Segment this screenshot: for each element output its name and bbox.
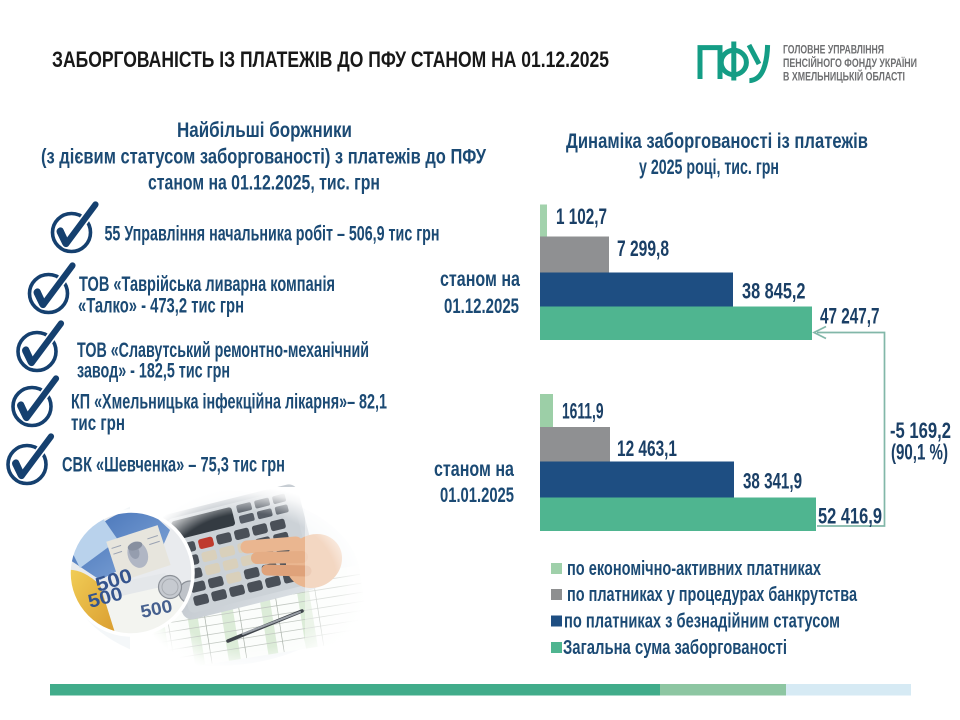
svg-text:тис грн: тис грн: [71, 412, 125, 435]
svg-text:В ХМЕЛЬНИЦЬКІЙ ОБЛАСТІ: В ХМЕЛЬНИЦЬКІЙ ОБЛАСТІ: [783, 70, 905, 83]
svg-text:01.01.2025: 01.01.2025: [440, 484, 514, 507]
svg-text:Найбільші боржники: Найбільші боржники: [177, 119, 352, 142]
svg-text:станом на: станом на: [440, 268, 520, 291]
svg-text:КП «Хмельницька інфекційна лік: КП «Хмельницька інфекційна лікарня»– 82,…: [71, 391, 387, 414]
svg-text:47 247,7: 47 247,7: [820, 304, 880, 329]
svg-text:(90,1 %): (90,1 %): [891, 440, 948, 465]
svg-text:1611,9: 1611,9: [562, 399, 604, 424]
svg-text:станом на: станом на: [434, 458, 514, 481]
svg-text:38 845,2: 38 845,2: [742, 279, 806, 304]
svg-text:ТОВ «Таврійська ливарна компан: ТОВ «Таврійська ливарна компанія: [79, 273, 335, 296]
svg-text:у 2025 році, тис. грн: у 2025 році, тис. грн: [639, 156, 779, 179]
svg-text:55 Управління начальника робіт: 55 Управління начальника робіт – 506,9 т…: [105, 223, 440, 246]
svg-text:«Талко» - 473,2 тис грн: «Талко» - 473,2 тис грн: [78, 295, 244, 318]
svg-text:12 463,1: 12 463,1: [617, 436, 677, 461]
svg-text:завод» - 182,5 тис грн: завод» - 182,5 тис грн: [77, 360, 230, 383]
svg-text:по платниках з безнадійним ста: по платниках з безнадійним статусом: [564, 611, 840, 633]
svg-text:по економічно-активних платник: по економічно-активних платниках: [567, 558, 821, 580]
svg-text:станом на 01.12.2025, тис. грн: станом на 01.12.2025, тис. грн: [148, 172, 380, 195]
svg-text:ТОВ «Славутський ремонтно-меха: ТОВ «Славутський ремонтно-механічний: [77, 339, 369, 362]
svg-text:-5 169,2: -5 169,2: [890, 418, 951, 443]
svg-text:Динаміка заборгованості із пла: Динаміка заборгованості із платежів: [566, 130, 868, 153]
svg-text:1 102,7: 1 102,7: [556, 204, 607, 229]
svg-text:Загальна сума заборгованості: Загальна сума заборгованості: [563, 637, 787, 659]
svg-text:01.12.2025: 01.12.2025: [444, 295, 519, 318]
svg-text:по платниках у процедурах банк: по платниках у процедурах банкрутства: [567, 584, 858, 606]
svg-text:СВК «Шевченка» – 75,3 тис грн: СВК «Шевченка» – 75,3 тис грн: [62, 454, 285, 477]
svg-text:ПЕНСІЙНОГО ФОНДУ УКРАЇНИ: ПЕНСІЙНОГО ФОНДУ УКРАЇНИ: [783, 57, 917, 70]
svg-text:ГОЛОВНЕ УПРАВЛІННЯ: ГОЛОВНЕ УПРАВЛІННЯ: [783, 45, 884, 57]
svg-text:(з дієвим статусом заборговано: (з дієвим статусом заборгованості) з пла…: [41, 146, 487, 169]
svg-text:52 416,9: 52 416,9: [818, 504, 882, 529]
svg-text:38 341,9: 38 341,9: [743, 469, 802, 494]
svg-text:7 299,8: 7 299,8: [617, 236, 669, 261]
svg-text:ЗАБОРГОВАНІСТЬ ІЗ ПЛАТЕЖІВ ДО: ЗАБОРГОВАНІСТЬ ІЗ ПЛАТЕЖІВ ДО ПФУ СТАНОМ…: [52, 47, 609, 72]
